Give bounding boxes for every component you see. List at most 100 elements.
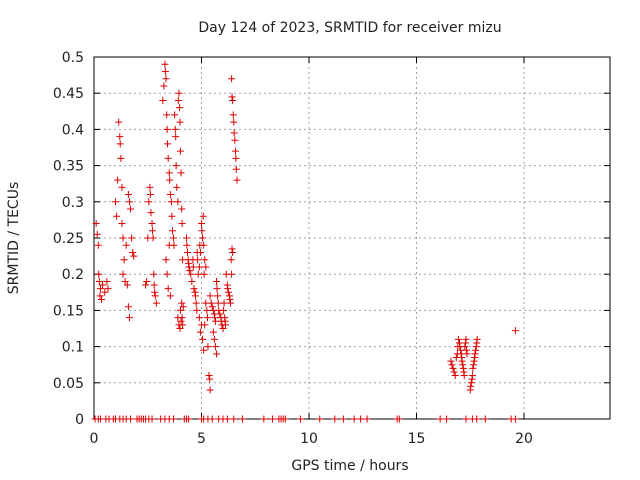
data-point (103, 277, 111, 285)
data-point (178, 314, 186, 322)
data-point (161, 67, 169, 75)
y-tick-label: 0 (75, 412, 84, 428)
data-point (339, 415, 347, 423)
data-point (114, 176, 122, 184)
data-point (117, 154, 125, 162)
data-point (171, 125, 179, 133)
data-point (260, 415, 268, 423)
data-point (96, 292, 104, 300)
data-point (223, 415, 231, 423)
data-point (331, 415, 339, 423)
data-point (142, 281, 150, 289)
data-point (357, 415, 365, 423)
data-point (164, 285, 172, 293)
x-tick-label: 5 (197, 431, 206, 447)
data-point (200, 241, 208, 249)
data-point (174, 96, 182, 104)
data-point (95, 277, 103, 285)
data-point (115, 118, 123, 126)
data-point (160, 82, 168, 90)
data-points (91, 60, 519, 423)
y-tick-label: 0.05 (53, 376, 84, 392)
data-point (447, 357, 455, 365)
data-point (192, 299, 200, 307)
data-point (170, 234, 178, 242)
data-point (178, 220, 186, 228)
data-point (186, 267, 194, 275)
data-point (175, 89, 183, 97)
data-point (173, 183, 181, 191)
data-point (202, 263, 210, 271)
data-point (172, 133, 180, 141)
data-point (229, 248, 237, 256)
data-point (168, 212, 176, 220)
data-point (467, 382, 475, 390)
data-point (350, 415, 358, 423)
data-point (449, 364, 457, 372)
data-point (436, 415, 444, 423)
data-point (206, 386, 214, 394)
data-point (462, 346, 470, 354)
data-point (176, 147, 184, 155)
x-tick-label: 20 (515, 431, 533, 447)
data-point (162, 256, 170, 264)
data-point (127, 205, 135, 213)
x-tick-label: 0 (90, 431, 99, 447)
data-point (178, 205, 186, 213)
data-point (123, 281, 131, 289)
data-point (149, 234, 157, 242)
data-point (178, 299, 186, 307)
data-point (150, 270, 158, 278)
data-point (174, 198, 182, 206)
data-point (214, 292, 222, 300)
data-point (198, 227, 206, 235)
data-point (224, 285, 232, 293)
data-point (159, 96, 167, 104)
data-point (177, 169, 185, 177)
data-point (129, 248, 137, 256)
x-tick-label: 15 (408, 431, 426, 447)
data-point (118, 183, 126, 191)
data-point (124, 303, 132, 311)
data-point (119, 234, 127, 242)
data-point (473, 335, 481, 343)
data-point (199, 212, 207, 220)
data-point (228, 93, 236, 101)
data-point (145, 198, 153, 206)
data-point (179, 303, 187, 311)
data-point (163, 111, 171, 119)
data-point (461, 343, 469, 351)
data-point (194, 256, 202, 264)
data-point (166, 191, 174, 199)
data-point (195, 314, 203, 322)
data-point (227, 256, 235, 264)
data-point (94, 241, 102, 249)
data-point (116, 133, 124, 141)
data-point (232, 154, 240, 162)
data-point (208, 303, 216, 311)
data-point (125, 314, 133, 322)
data-point (188, 277, 196, 285)
data-point (93, 230, 101, 238)
data-point (316, 415, 324, 423)
data-point (205, 372, 213, 380)
data-point (167, 198, 175, 206)
data-point (148, 415, 156, 423)
data-point (443, 415, 451, 423)
data-point (165, 241, 173, 249)
data-point (183, 241, 191, 249)
data-point (171, 111, 179, 119)
data-point (511, 327, 519, 335)
data-point (230, 118, 238, 126)
data-point (164, 154, 172, 162)
data-point (228, 75, 236, 83)
data-point (163, 270, 171, 278)
data-point (459, 361, 467, 369)
data-point (219, 306, 227, 314)
data-point (184, 248, 192, 256)
data-point (231, 147, 239, 155)
data-point (230, 415, 238, 423)
data-point (92, 220, 100, 228)
data-point (127, 415, 135, 423)
data-point (220, 299, 228, 307)
